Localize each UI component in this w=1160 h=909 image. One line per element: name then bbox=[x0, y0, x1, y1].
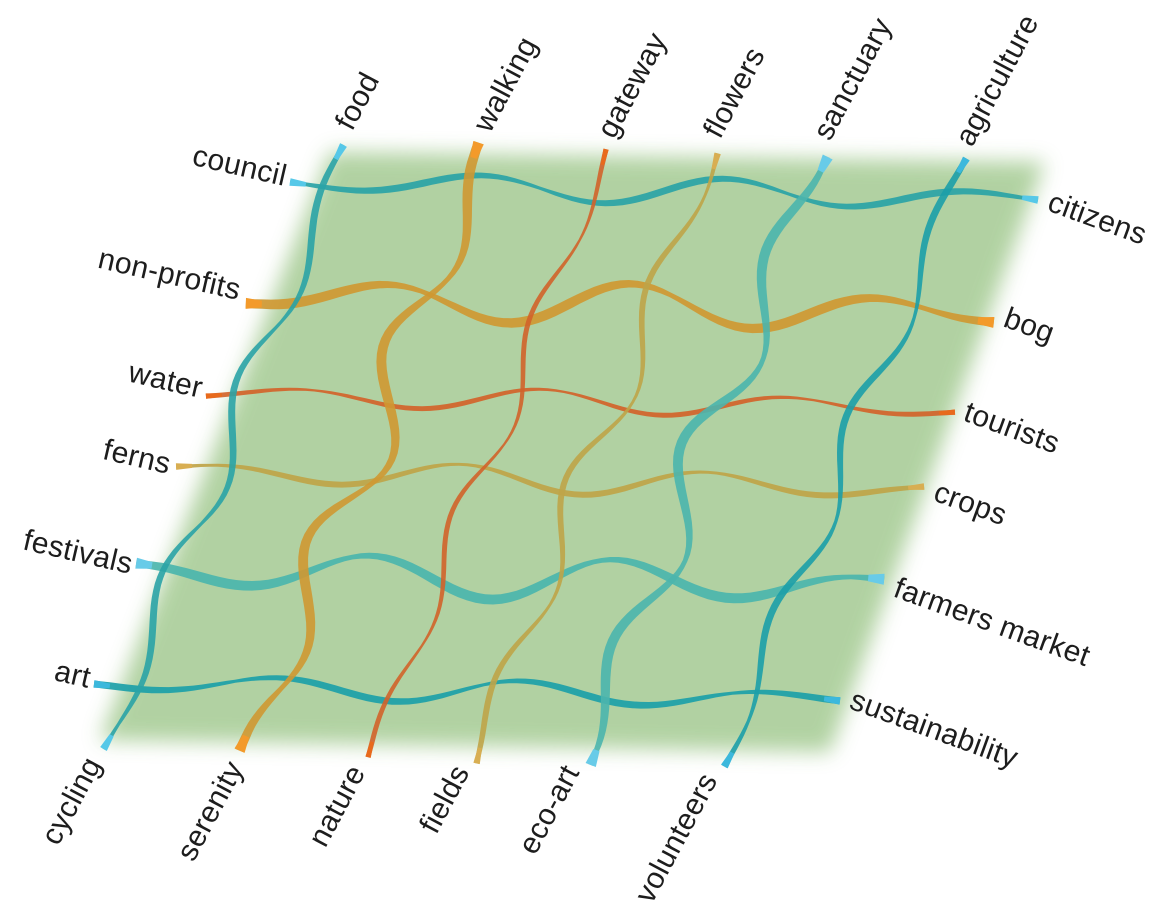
thread-ferns-to-crops-end-tab bbox=[908, 483, 925, 490]
thread-non-profits-to-bog-end-tab bbox=[977, 317, 995, 328]
thread-agriculture-to-volunteers-end-tab bbox=[721, 751, 735, 769]
label-festivals: festivals bbox=[20, 524, 136, 581]
thread-water-to-tourists-start-tab bbox=[205, 393, 222, 399]
label-sanctuary: sanctuary bbox=[807, 13, 898, 146]
label-flowers: flowers bbox=[697, 42, 772, 143]
thread-council-to-citizens-end-tab bbox=[1021, 195, 1039, 204]
label-volunteers: volunteers bbox=[629, 768, 725, 908]
label-serenity: serenity bbox=[171, 756, 251, 866]
label-art: art bbox=[51, 655, 94, 695]
label-council: council bbox=[189, 139, 289, 193]
label-ferns: ferns bbox=[100, 433, 174, 480]
label-cycling: cycling bbox=[35, 752, 108, 850]
thread-ferns-to-crops bbox=[176, 462, 925, 499]
label-crops: crops bbox=[930, 476, 1012, 533]
label-eco-art: eco-art bbox=[512, 759, 586, 859]
thread-sanctuary-to-eco-art-end-tab bbox=[585, 748, 600, 767]
thread-walking-to-serenity-start-tab bbox=[470, 141, 484, 159]
label-walking: walking bbox=[467, 32, 545, 139]
thread-ferns-to-crops-start-tab bbox=[175, 463, 193, 470]
thread-water-to-tourists-end-tab bbox=[938, 409, 956, 415]
thread-art-to-sustainability-start-tab bbox=[93, 680, 111, 689]
label-water: water bbox=[125, 356, 206, 405]
thread-sanctuary-to-eco-art-start-tab bbox=[817, 154, 833, 173]
label-agriculture: agriculture bbox=[949, 9, 1045, 151]
thread-gateway-to-nature-end-tab bbox=[365, 741, 374, 758]
green-field bbox=[100, 152, 1045, 752]
label-non-profits: non-profits bbox=[95, 242, 244, 307]
thread-gateway-to-nature-start-tab bbox=[600, 148, 609, 166]
label-food: food bbox=[329, 67, 386, 135]
thread-council-to-citizens-start-tab bbox=[289, 178, 307, 187]
thread-food-to-cycling-start-tab bbox=[333, 143, 347, 161]
threads-layer bbox=[93, 141, 1039, 769]
thread-gateway-to-nature bbox=[365, 148, 609, 758]
thread-art-to-sustainability-end-tab bbox=[823, 696, 841, 705]
thread-flowers-to-fields-end-tab bbox=[473, 747, 482, 765]
thread-walking-to-serenity-end-tab bbox=[234, 734, 250, 753]
thread-non-profits-to-bog-start-tab bbox=[245, 297, 262, 309]
thread-flowers-to-fields-start-tab bbox=[711, 152, 721, 170]
label-tourists: tourists bbox=[960, 396, 1064, 461]
thread-water-to-tourists bbox=[205, 387, 956, 418]
label-nature: nature bbox=[302, 760, 372, 852]
label-sustainability: sustainability bbox=[846, 684, 1023, 775]
thread-festivals-to-farmers-market bbox=[135, 552, 885, 605]
label-gateway: gateway bbox=[591, 27, 674, 143]
thread-food-to-cycling-end-tab bbox=[100, 734, 114, 751]
label-citizens: citizens bbox=[1044, 186, 1152, 252]
label-farmers-market: farmers market bbox=[890, 572, 1095, 674]
thread-council-to-citizens bbox=[289, 172, 1039, 210]
thread-agriculture-to-volunteers-start-tab bbox=[956, 156, 970, 174]
label-bog: bog bbox=[1000, 302, 1059, 350]
thread-flowers-to-fields bbox=[474, 152, 720, 764]
label-fields: fields bbox=[413, 760, 476, 839]
thread-festivals-to-farmers-market-end-tab bbox=[867, 573, 885, 585]
thread-festivals-to-farmers-market-start-tab bbox=[135, 557, 153, 569]
